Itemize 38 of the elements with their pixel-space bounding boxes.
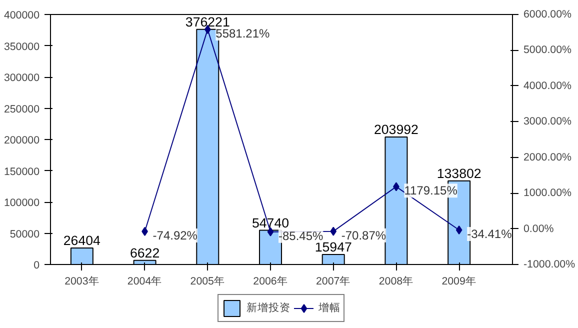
x-tick-label: 2009年 <box>442 276 476 288</box>
point <box>330 226 337 236</box>
x-tick-label: 2006年 <box>253 276 288 288</box>
data-label: 5581.21% <box>216 26 270 40</box>
x-tick-label: 2008年 <box>378 276 414 288</box>
x-tick-label: 2005年 <box>190 276 226 288</box>
y2-tick-label: 0.00% <box>524 222 554 235</box>
y2-tick-label: 5000.00% <box>524 44 572 56</box>
y-tick-label: 200000 <box>4 134 40 146</box>
y-tick-label: 300000 <box>4 72 40 84</box>
y-tick-label: 400000 <box>4 10 40 22</box>
data-label: -70.87% <box>341 228 386 242</box>
x-tick-label: 2007年 <box>316 276 351 288</box>
y-tick-label: 0 <box>34 260 40 272</box>
y-tick-label: 100000 <box>4 197 40 209</box>
y-tick-label: 250000 <box>4 103 40 116</box>
data-label: 26404 <box>63 232 102 248</box>
y-tick-label: 150000 <box>4 166 40 178</box>
data-label: 1179.15% <box>404 184 458 198</box>
y2-tick-label: 3000.00% <box>524 116 572 128</box>
y-tick-label: 350000 <box>4 40 40 53</box>
data-label: 203992 <box>374 122 418 138</box>
data-label: 6622 <box>130 245 160 260</box>
data-label: 133802 <box>436 166 482 181</box>
point <box>456 226 462 235</box>
y2-tick-label: 4000.00% <box>524 80 572 92</box>
y2-tick-label: 6000.00% <box>524 8 572 20</box>
x-tick-label: 2003年 <box>64 276 100 288</box>
x-tick-label: 2004年 <box>127 276 162 288</box>
data-label: -85.45% <box>278 228 324 243</box>
legend-label: 增幅 <box>318 301 340 315</box>
y2-tick-label: -1000.00% <box>524 258 576 270</box>
y-tick-label: 50000 <box>10 228 40 240</box>
data-label: -34.41% <box>467 227 512 242</box>
y2-tick-label: 1000.00% <box>524 187 572 200</box>
legend-label: 新增投资 <box>246 301 290 315</box>
data-label: -74.92% <box>152 228 198 242</box>
y2-tick-label: 2000.00% <box>524 151 572 164</box>
